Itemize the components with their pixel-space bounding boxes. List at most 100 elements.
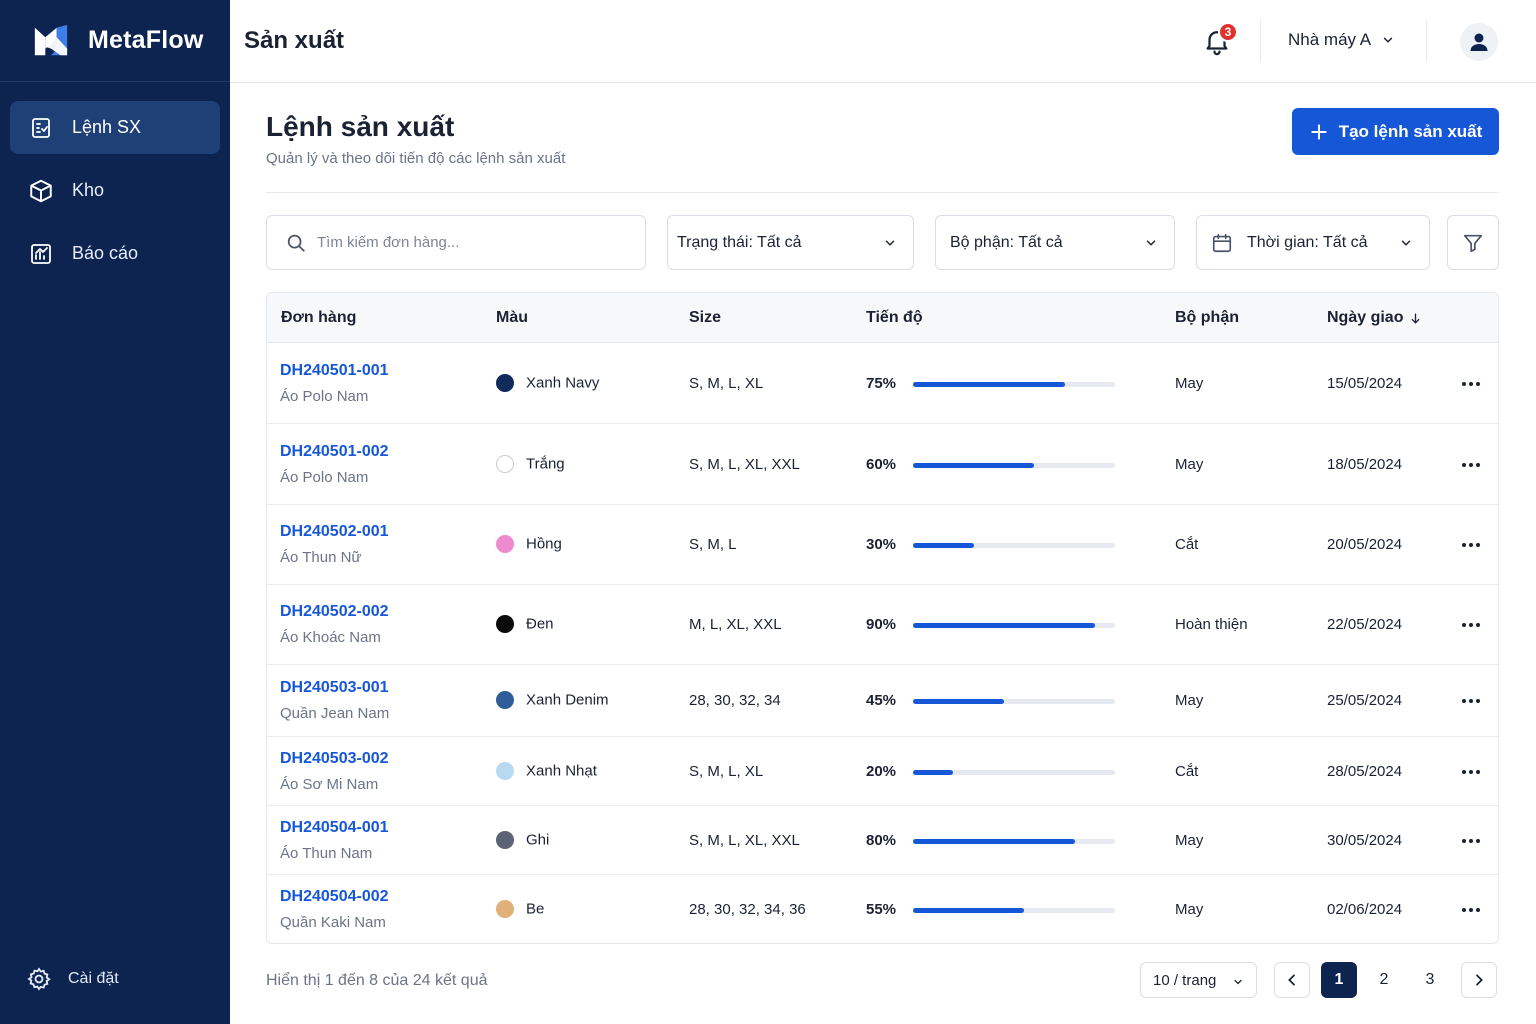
progress-percent: 55% <box>866 901 897 918</box>
order-id-link[interactable]: DH240504-001 <box>280 819 389 836</box>
chevron-down-icon <box>1401 240 1411 246</box>
more-options-icon[interactable] <box>1461 460 1481 470</box>
progress-cell: 90% <box>866 616 1126 636</box>
department-cell: May <box>1175 456 1204 473</box>
color-swatch <box>496 455 514 474</box>
order-cell: DH240504-001 Áo Thun Nam <box>280 819 389 862</box>
page-button-3[interactable]: 3 <box>1425 971 1435 988</box>
table-row[interactable]: DH240504-002 Quần Kaki Nam Be 28, 30, 32… <box>267 875 1498 943</box>
prev-page-button[interactable] <box>1274 962 1310 998</box>
sidebar-item-bao-cao[interactable]: Báo cáo <box>10 227 220 280</box>
table-row[interactable]: DH240502-002 Áo Khoác Nam Đen M, L, XL, … <box>267 585 1498 665</box>
order-id-link[interactable]: DH240502-001 <box>280 523 389 540</box>
advanced-filter-button[interactable] <box>1447 215 1499 270</box>
order-id-link[interactable]: DH240504-002 <box>280 888 389 905</box>
color-cell: Xanh Navy <box>496 374 599 393</box>
box-icon <box>28 178 54 204</box>
header-color[interactable]: Màu <box>496 309 528 326</box>
status-filter[interactable]: Trạng thái: Tất cả <box>667 215 914 270</box>
chart-icon <box>28 241 54 267</box>
avatar[interactable] <box>1460 23 1498 61</box>
sidebar-item-settings[interactable]: Cài đặt <box>26 966 119 992</box>
chevron-down-icon <box>1383 37 1393 43</box>
department-filter[interactable]: Bộ phận: Tất cả <box>935 215 1175 270</box>
chevron-down-icon <box>885 240 895 246</box>
size-cell: S, M, L, XL <box>689 375 764 392</box>
per-page-label: 10 / trang <box>1153 971 1217 989</box>
progress-bar <box>913 908 1115 913</box>
progress-bar <box>913 699 1115 704</box>
department-cell: Cắt <box>1175 536 1199 553</box>
table-row[interactable]: DH240503-002 Áo Sơ Mi Nam Xanh Nhạt S, M… <box>267 737 1498 806</box>
more-options-icon[interactable] <box>1461 696 1481 706</box>
more-options-icon[interactable] <box>1461 620 1481 630</box>
table-row[interactable]: DH240501-002 Áo Polo Nam Trắng S, M, L, … <box>267 424 1498 505</box>
brand[interactable]: MetaFlow <box>0 0 230 82</box>
per-page-select[interactable]: 10 / trang <box>1140 962 1257 998</box>
color-cell: Trắng <box>496 455 565 474</box>
more-options-icon[interactable] <box>1461 767 1481 777</box>
progress-bar <box>913 623 1115 628</box>
progress-percent: 80% <box>866 832 897 849</box>
header-due-date[interactable]: Ngày giao <box>1327 309 1422 327</box>
progress-bar-fill <box>913 463 1035 468</box>
progress-cell: 45% <box>866 692 1126 712</box>
department-cell: May <box>1175 832 1204 849</box>
brand-name: MetaFlow <box>88 26 204 54</box>
order-id-link[interactable]: DH240501-002 <box>280 443 389 460</box>
search-input[interactable] <box>317 234 637 251</box>
header-department[interactable]: Bộ phận <box>1175 309 1239 326</box>
more-options-icon[interactable] <box>1461 836 1481 846</box>
sidebar-nav: Lệnh SX Kho Báo cáo <box>0 82 230 280</box>
order-cell: DH240502-001 Áo Thun Nữ <box>280 523 389 566</box>
clipboard-icon <box>28 115 54 141</box>
create-order-label: Tạo lệnh sản xuất <box>1338 121 1483 141</box>
page-button-1[interactable]: 1 <box>1321 962 1357 998</box>
due-date-cell: 20/05/2024 <box>1327 536 1403 553</box>
more-options-icon[interactable] <box>1461 540 1481 550</box>
page-button-2[interactable]: 2 <box>1379 971 1389 988</box>
color-cell: Đen <box>496 615 554 634</box>
due-date-cell: 30/05/2024 <box>1327 832 1403 849</box>
search-icon <box>287 234 305 252</box>
color-cell: Xanh Nhạt <box>496 762 597 781</box>
order-id-link[interactable]: DH240503-002 <box>280 750 389 767</box>
more-options-icon[interactable] <box>1461 905 1481 915</box>
create-order-button[interactable]: Tạo lệnh sản xuất <box>1292 108 1499 155</box>
color-name: Đen <box>526 615 554 633</box>
chevron-left-icon <box>1288 974 1295 986</box>
sidebar-item-lenh-sx[interactable]: Lệnh SX <box>10 101 220 154</box>
progress-bar-fill <box>913 839 1075 844</box>
order-id-link[interactable]: DH240502-002 <box>280 603 389 620</box>
progress-cell: 60% <box>866 456 1126 476</box>
header-order[interactable]: Đơn hàng <box>281 309 357 326</box>
table-row[interactable]: DH240502-001 Áo Thun Nữ Hồng S, M, L 30%… <box>267 505 1498 585</box>
divider <box>1426 20 1427 62</box>
next-page-button[interactable] <box>1461 962 1497 998</box>
header-size[interactable]: Size <box>689 309 722 326</box>
order-id-link[interactable]: DH240501-001 <box>280 362 389 379</box>
department-cell: May <box>1175 375 1204 392</box>
divider <box>266 192 1499 193</box>
table-row[interactable]: DH240501-001 Áo Polo Nam Xanh Navy S, M,… <box>267 343 1498 424</box>
order-cell: DH240501-001 Áo Polo Nam <box>280 362 389 405</box>
more-options-icon[interactable] <box>1461 379 1481 389</box>
table-row[interactable]: DH240504-001 Áo Thun Nam Ghi S, M, L, XL… <box>267 806 1498 875</box>
progress-bar-fill <box>913 770 954 775</box>
order-cell: DH240501-002 Áo Polo Nam <box>280 443 389 486</box>
chevron-right-icon <box>1476 974 1483 986</box>
gear-icon <box>27 967 51 991</box>
user-icon <box>1470 33 1488 51</box>
order-cell: DH240502-002 Áo Khoác Nam <box>280 603 389 646</box>
time-filter[interactable]: Thời gian: Tất cả <box>1196 215 1430 270</box>
progress-bar <box>913 382 1115 387</box>
header-progress[interactable]: Tiến độ <box>866 309 923 326</box>
progress-bar-fill <box>913 908 1025 913</box>
due-date-cell: 28/05/2024 <box>1327 763 1403 780</box>
search-box[interactable] <box>266 215 646 270</box>
factory-selector[interactable]: Nhà máy A <box>1288 30 1395 50</box>
order-id-link[interactable]: DH240503-001 <box>280 679 389 696</box>
sidebar-item-kho[interactable]: Kho <box>10 164 220 217</box>
table-row[interactable]: DH240503-001 Quần Jean Nam Xanh Denim 28… <box>267 665 1498 737</box>
due-date-cell: 22/05/2024 <box>1327 616 1403 633</box>
